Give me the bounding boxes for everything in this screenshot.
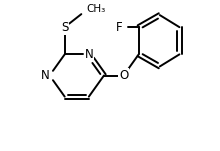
Text: N: N <box>41 69 50 82</box>
Text: N: N <box>84 48 93 61</box>
Text: F: F <box>116 21 122 34</box>
Text: S: S <box>61 21 68 34</box>
Text: O: O <box>119 69 128 82</box>
Text: CH₃: CH₃ <box>87 4 106 14</box>
